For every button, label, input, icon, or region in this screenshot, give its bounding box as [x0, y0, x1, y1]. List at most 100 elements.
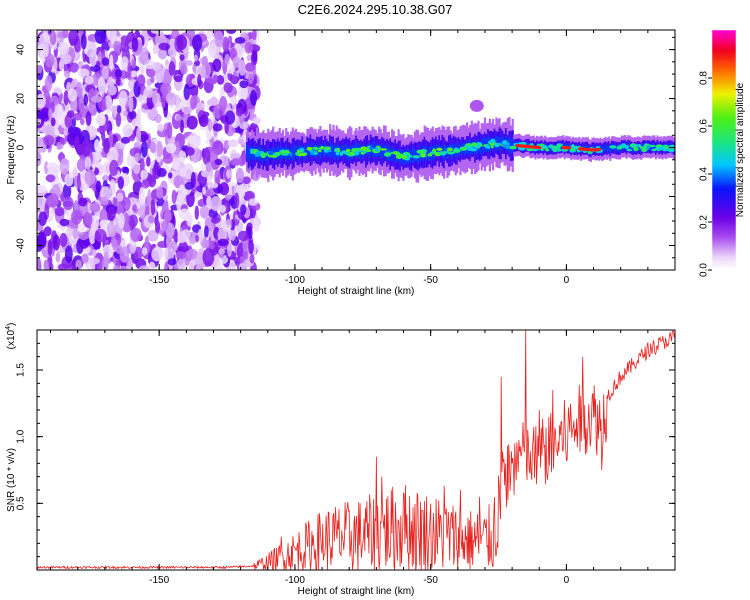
noise-speckle [225, 218, 232, 225]
noise-speckle [140, 169, 149, 180]
noise-speckle [47, 239, 53, 257]
colorbar-cell [712, 158, 736, 161]
heatmap-frame [36, 29, 676, 271]
noise-speckle [141, 247, 148, 256]
ridge-core [480, 139, 483, 154]
colorbar-cell [712, 206, 736, 209]
noise-speckle [37, 149, 41, 167]
ridge-core [439, 146, 443, 157]
colorbar-cell [712, 50, 736, 53]
noise-speckle [109, 54, 114, 70]
x-tick-label: -150 [149, 275, 169, 286]
ridge-core [451, 144, 454, 159]
noise-speckle [204, 225, 209, 238]
ridge-core [321, 144, 324, 156]
colorbar-cell [712, 130, 736, 133]
colorbar-cell [712, 52, 736, 55]
ridge-blob [339, 151, 343, 156]
noise-speckle [50, 117, 56, 127]
ridge-core [332, 144, 335, 156]
ridge-peak [597, 147, 601, 152]
noise-speckle [119, 265, 128, 270]
noise-speckle [219, 204, 227, 213]
noise-speckle [119, 35, 131, 53]
noise-speckle [85, 246, 91, 254]
colorbar-cell [712, 54, 736, 57]
noise-speckle [178, 149, 187, 163]
ridge-core [412, 147, 415, 163]
ridge-blob [436, 147, 443, 151]
noise-speckle [62, 183, 72, 200]
colorbar-cell [712, 240, 736, 243]
noise-speckle [37, 224, 44, 232]
colorbar-tick-label: 0.6 [699, 119, 710, 133]
noise-speckle [57, 41, 70, 56]
noise-speckle [101, 130, 106, 142]
noise-speckle [148, 261, 156, 270]
ridge-blob [299, 147, 305, 152]
snr-scale-close: ) [6, 323, 17, 326]
ridge-core [632, 145, 635, 153]
noise-speckle [44, 40, 49, 57]
noise-speckle [38, 211, 47, 227]
ridge-blob [551, 145, 559, 150]
noise-speckle [128, 96, 134, 113]
colorbar-cell [712, 44, 736, 47]
noise-speckle [49, 30, 57, 46]
colorbar-cell [712, 104, 736, 107]
noise-speckle [176, 194, 182, 213]
x-tick-label: -150 [149, 575, 169, 586]
noise-speckle [89, 51, 97, 67]
ridge-blob [427, 153, 433, 157]
noise-speckle [138, 265, 151, 270]
noise-speckle [234, 192, 240, 209]
y-tick-label: 1.5 [16, 363, 27, 377]
y-tick-label: -40 [16, 238, 27, 253]
ridge-core [382, 143, 386, 158]
ridge-blob [624, 144, 629, 150]
colorbar-cell [712, 60, 736, 63]
noise-speckle [153, 163, 158, 175]
noise-speckle [212, 123, 223, 132]
noise-speckle [94, 228, 107, 243]
noise-speckle [184, 146, 195, 156]
ridge-blob [656, 147, 660, 152]
colorbar-cell [712, 66, 736, 69]
noise-speckle [141, 47, 149, 60]
colorbar-cell [712, 162, 736, 165]
noise-speckle [137, 94, 144, 103]
ridge-blob [485, 145, 490, 149]
noise-speckle [227, 139, 239, 148]
ridge-blob [416, 149, 425, 154]
noise-speckle [197, 74, 202, 87]
noise-speckle [212, 74, 219, 83]
ridge-blob [327, 149, 332, 153]
noise-speckle [182, 107, 192, 115]
colorbar-cell [712, 112, 736, 115]
noise-speckle [107, 155, 114, 162]
ridge-blob [391, 151, 399, 155]
noise-speckle [64, 245, 73, 263]
colorbar-cell [712, 56, 736, 59]
noise-speckle [248, 198, 258, 206]
noise-speckle [246, 222, 253, 232]
noise-speckle [97, 76, 106, 94]
noise-speckle [59, 137, 67, 145]
noise-speckle [128, 110, 137, 120]
noise-speckle [37, 231, 47, 249]
ridge-blob [268, 155, 274, 158]
snr-x-label: Height of straight line (km) [298, 586, 415, 597]
noise-speckle [96, 113, 107, 127]
noise-speckle [62, 196, 74, 211]
ridge-blob [317, 149, 322, 153]
noise-speckle [157, 123, 164, 132]
ridge-blob [438, 151, 446, 156]
ridge-blob [490, 144, 494, 149]
ridge-core [330, 142, 333, 159]
noise-speckle [132, 204, 137, 212]
colorbar-cell [712, 110, 736, 113]
ridge-blob [651, 148, 657, 152]
noise-speckle [124, 197, 130, 205]
colorbar-cell [712, 166, 736, 169]
